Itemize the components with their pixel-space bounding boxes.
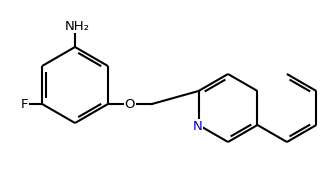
Text: F: F [20, 98, 28, 111]
Text: O: O [125, 98, 135, 111]
Text: NH₂: NH₂ [65, 20, 89, 33]
Text: N: N [193, 119, 203, 132]
